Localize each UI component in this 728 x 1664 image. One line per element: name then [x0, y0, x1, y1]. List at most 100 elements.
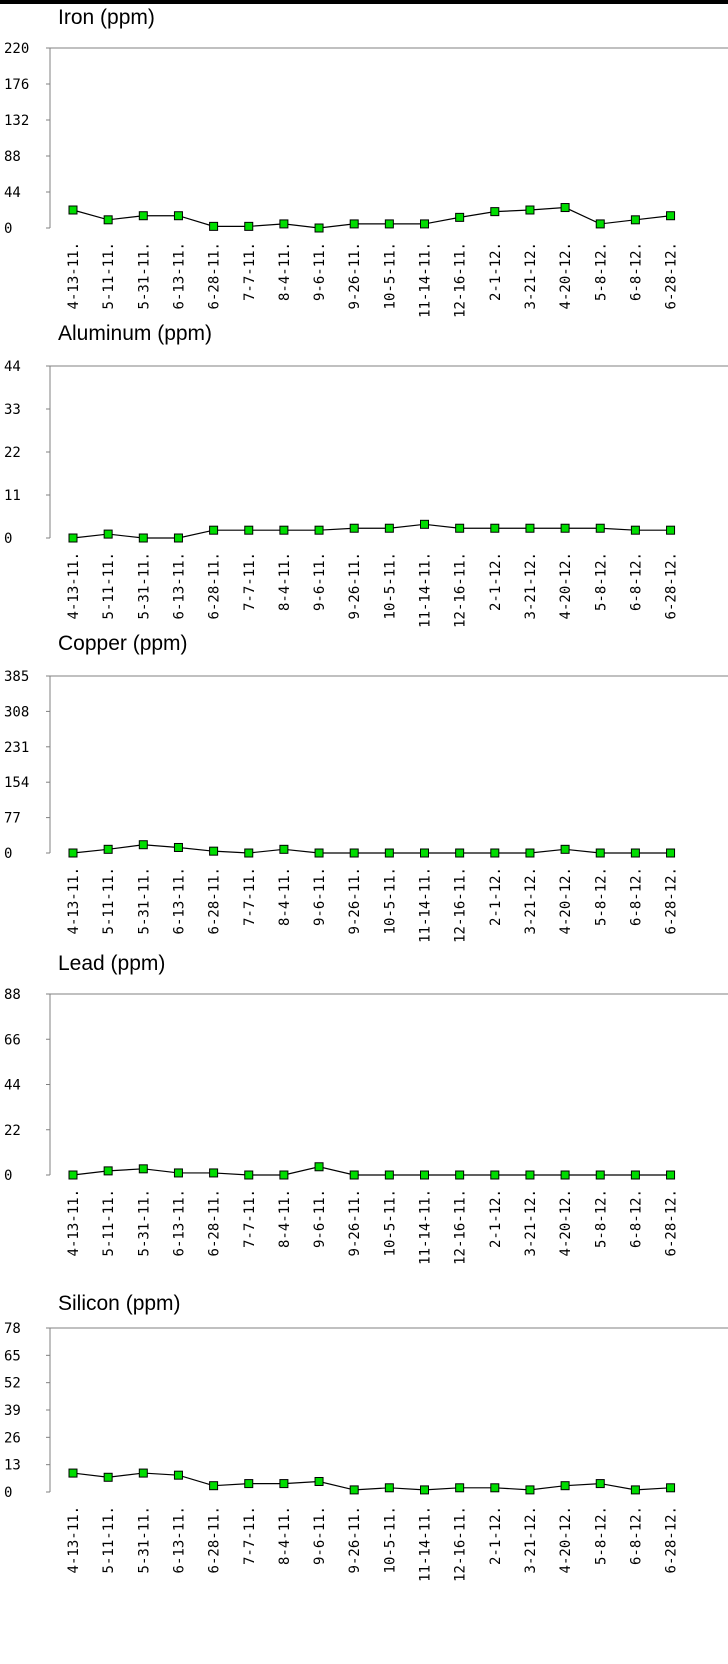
y-tick-label: 88	[4, 987, 21, 1003]
x-tick-label: 4-20-12.	[558, 552, 574, 619]
data-point	[279, 844, 289, 854]
x-tick-label: 12-16-11.	[453, 1189, 469, 1265]
x-tick-label: 9-6-11.	[312, 1506, 328, 1565]
y-tick-label: 13	[4, 1458, 21, 1474]
data-point	[173, 842, 183, 852]
data-point	[68, 848, 78, 858]
data-point	[490, 848, 500, 858]
x-tick-label: 8-4-11.	[277, 552, 293, 611]
x-tick-label: 6-28-12.	[664, 867, 680, 934]
x-tick-label: 7-7-11.	[242, 1189, 258, 1248]
x-tick-label: 9-26-11.	[347, 552, 363, 619]
x-tick-label: 5-8-12.	[593, 1189, 609, 1248]
x-tick-label: 10-5-11.	[382, 552, 398, 619]
x-tick-label: 5-11-11.	[101, 867, 117, 934]
data-point	[666, 525, 676, 535]
y-tick-label: 52	[4, 1376, 21, 1392]
x-tick-label: 10-5-11.	[382, 1506, 398, 1573]
data-point	[595, 848, 605, 858]
data-point	[103, 1472, 113, 1482]
x-tick-label: 11-14-11.	[418, 867, 434, 943]
x-tick-label: 11-14-11.	[418, 1189, 434, 1265]
x-tick-label: 5-8-12.	[593, 242, 609, 301]
x-tick-label: 9-26-11.	[347, 1189, 363, 1256]
data-point	[244, 848, 254, 858]
data-point	[384, 1483, 394, 1493]
y-tick-label: 77	[4, 811, 21, 827]
x-tick-label: 5-8-12.	[593, 1506, 609, 1565]
data-point	[173, 211, 183, 221]
data-point	[279, 1170, 289, 1180]
x-tick-label: 2-1-12.	[488, 242, 504, 301]
y-tick-label: 26	[4, 1430, 21, 1446]
x-tick-label: 6-28-12.	[664, 552, 680, 619]
x-tick-label: 6-8-12.	[628, 242, 644, 301]
y-tick-label: 231	[4, 740, 29, 756]
x-tick-label: 3-21-12.	[523, 1506, 539, 1573]
data-point	[384, 219, 394, 229]
x-tick-label: 8-4-11.	[277, 867, 293, 926]
x-tick-label: 5-31-11.	[136, 1189, 152, 1256]
data-point	[314, 223, 324, 233]
y-tick-label: 220	[4, 41, 29, 57]
line-chart: 88 66 44 22 0 4-13-11. 5-11-11. 5-31-11. 6-13-11…	[4, 987, 728, 1265]
data-point	[525, 848, 535, 858]
x-tick-label: 6-8-12.	[628, 1189, 644, 1248]
chart-panel-iron: Iron (ppm) 220 176 132 88 44 0 4-13-11. 5-11-11…	[0, 0, 728, 318]
data-point	[420, 1170, 429, 1180]
data-point	[384, 523, 394, 533]
data-point	[630, 1170, 640, 1180]
x-tick-label: 6-13-11.	[171, 242, 187, 309]
x-tick-label: 4-13-11.	[66, 1189, 82, 1256]
data-point	[455, 212, 465, 222]
data-point	[560, 1481, 570, 1491]
data-point	[595, 1170, 605, 1180]
y-tick-label: 78	[4, 1321, 21, 1337]
x-tick-label: 4-13-11.	[66, 552, 82, 619]
data-point	[279, 525, 289, 535]
x-tick-label: 6-13-11.	[171, 552, 187, 619]
x-tick-label: 7-7-11.	[242, 552, 258, 611]
data-point	[138, 211, 148, 221]
chart-title: Silicon (ppm)	[58, 1292, 181, 1315]
x-tick-label: 4-20-12.	[558, 1189, 574, 1256]
series-line	[72, 1166, 671, 1176]
data-point	[490, 1483, 500, 1493]
y-tick-label: 88	[4, 149, 21, 165]
data-point	[666, 848, 676, 858]
x-tick-label: 6-28-11.	[207, 867, 223, 934]
x-tick-label: 6-13-11.	[171, 1189, 187, 1256]
data-point	[103, 844, 113, 854]
data-point	[314, 1476, 324, 1486]
x-tick-label: 4-20-12.	[558, 242, 574, 309]
series-line	[72, 844, 671, 854]
data-point	[349, 523, 359, 533]
data-point	[279, 1479, 289, 1489]
x-tick-label: 5-11-11.	[101, 242, 117, 309]
data-point	[384, 1170, 394, 1180]
series-line	[72, 1472, 671, 1491]
data-point	[244, 1170, 254, 1180]
data-point	[630, 525, 640, 535]
data-point	[666, 1170, 676, 1180]
series-line	[72, 206, 671, 229]
data-point	[666, 1483, 676, 1493]
x-tick-label: 6-28-11.	[207, 242, 223, 309]
x-tick-label: 9-6-11.	[312, 1189, 328, 1248]
y-tick-label: 0	[4, 846, 12, 862]
data-point	[349, 1170, 359, 1180]
x-tick-label: 9-6-11.	[312, 242, 328, 301]
x-tick-label: 10-5-11.	[382, 1189, 398, 1256]
data-point	[209, 1168, 219, 1178]
data-point	[490, 207, 500, 217]
x-tick-label: 2-1-12.	[488, 1506, 504, 1565]
data-point	[173, 1168, 183, 1178]
data-point	[209, 525, 219, 535]
data-point	[138, 1468, 148, 1478]
x-tick-label: 6-8-12.	[628, 867, 644, 926]
y-tick-label: 154	[4, 775, 29, 791]
x-tick-label: 10-5-11.	[382, 867, 398, 934]
chart-panel-aluminum: Aluminum (ppm) 44 33 22 11 0 4-13-11. 5-11-11.…	[0, 316, 728, 628]
data-point	[173, 1470, 183, 1480]
